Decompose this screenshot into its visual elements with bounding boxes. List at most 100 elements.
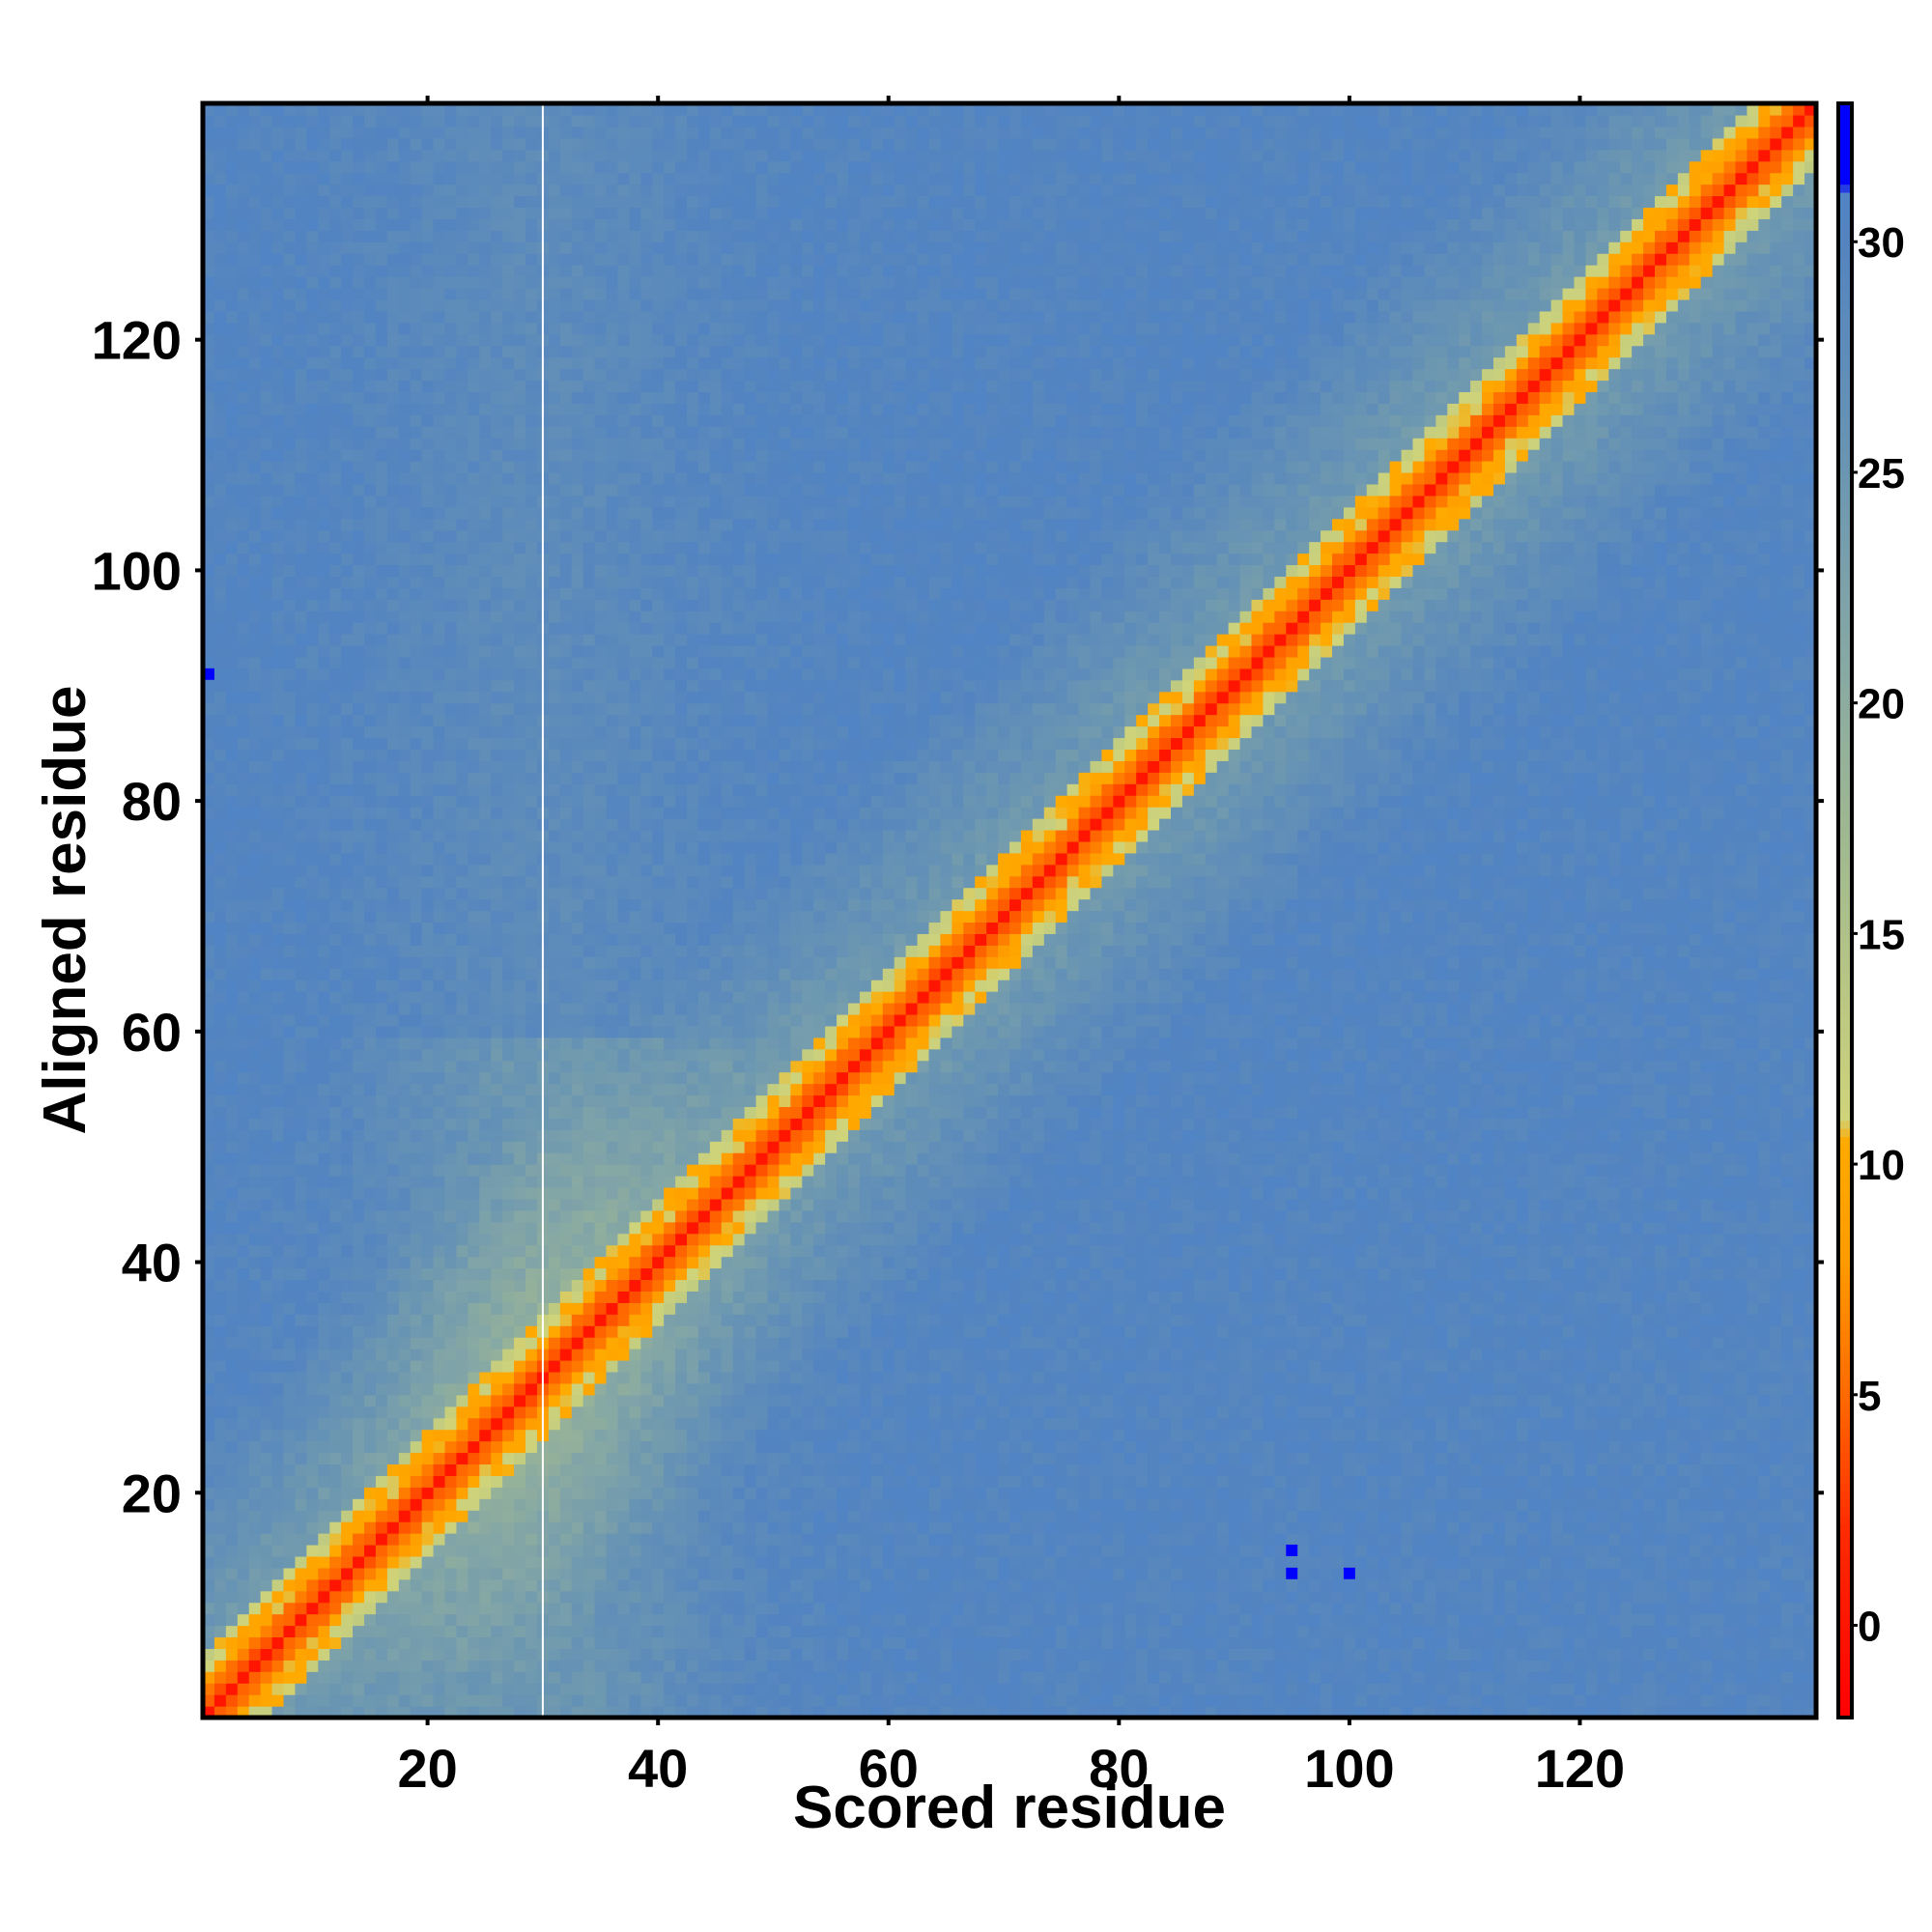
heatmap-cell [1056,1603,1068,1615]
heatmap-cell [837,1556,849,1569]
heatmap-cell [1355,1648,1368,1661]
heatmap-cell [1470,1337,1483,1350]
heatmap-cell [1390,1475,1403,1488]
heatmap-cell [1793,1510,1805,1522]
heatmap-cell [514,1325,526,1338]
heatmap-cell [1424,1325,1436,1338]
heatmap-cell [860,1325,872,1338]
heatmap-cell [1655,1418,1667,1431]
heatmap-cell [353,1545,365,1557]
heatmap-cell [306,1591,319,1604]
heatmap-cell [526,1626,538,1638]
heatmap-cell [1263,1349,1275,1361]
heatmap-cell [1713,1475,1725,1488]
heatmap-cell [1194,1360,1207,1373]
heatmap-cell [1182,1510,1195,1522]
heatmap-cell [353,1314,365,1326]
heatmap-cell [1159,1302,1172,1315]
heatmap-cell [1229,1626,1241,1638]
heatmap-cell [963,1603,976,1615]
heatmap-cell [813,1406,826,1419]
heatmap-cell [813,1671,826,1684]
heatmap-cell [1252,1463,1264,1476]
heatmap-cell [526,1556,538,1569]
heatmap-cell [491,1487,503,1499]
heatmap-cell [272,1372,285,1384]
heatmap-cell [1136,1314,1149,1326]
heatmap-cell [214,1568,227,1580]
heatmap-cell [1079,1430,1092,1442]
heatmap-cell [895,1591,907,1604]
heatmap-cell [860,1349,872,1361]
heatmap-cell [341,1452,354,1464]
heatmap-cell [572,1337,584,1350]
heatmap-cell [364,1660,377,1672]
heatmap-cell [1620,1694,1633,1707]
heatmap-cell [1620,1648,1633,1661]
heatmap-cell [1690,1463,1702,1476]
heatmap-cell [1171,1603,1183,1615]
heatmap-cell [526,1487,538,1499]
heatmap-cell [249,1545,262,1557]
heatmap-cell [284,1614,297,1627]
heatmap-cell [1067,1406,1080,1419]
heatmap-cell [353,1603,365,1615]
heatmap-cell [572,1614,584,1627]
heatmap-cell [1136,1614,1149,1627]
heatmap-cell [1575,1383,1587,1396]
heatmap-cell [825,1636,838,1649]
heatmap-cell [341,1349,354,1361]
heatmap-cell [1597,1683,1609,1695]
heatmap-cell [779,1383,791,1396]
heatmap-cell [1321,1671,1333,1684]
heatmap-cell [560,1430,573,1442]
heatmap-cell [572,1603,584,1615]
heatmap-cell [422,1302,435,1315]
heatmap-cell [1608,1671,1621,1684]
heatmap-cell [1770,1603,1782,1615]
heatmap-cell [1505,1349,1518,1361]
heatmap-cell [1736,1498,1748,1511]
heatmap-cell [284,1533,297,1546]
heatmap-cell [468,1302,480,1315]
heatmap-cell [1033,1626,1045,1638]
heatmap-cell [1229,1498,1241,1511]
heatmap-cell [745,1591,757,1604]
heatmap-cell [491,1395,503,1407]
heatmap-cell [837,1325,849,1338]
heatmap-cell [1159,1498,1172,1511]
heatmap-cell [1575,1463,1587,1476]
heatmap-cell [1113,1545,1125,1557]
heatmap-cell [998,1302,1010,1315]
heatmap-cell [895,1533,907,1546]
heatmap-cell [445,1636,458,1649]
heatmap-cell [617,1591,630,1604]
heatmap-cell [1286,1694,1298,1707]
heatmap-cell [1505,1671,1518,1684]
heatmap-cell [1067,1372,1080,1384]
heatmap-cell [572,1463,584,1476]
heatmap-cell [1033,1591,1045,1604]
heatmap-cell [779,1418,791,1431]
heatmap-cell [318,1430,330,1442]
heatmap-cell [595,1568,608,1580]
heatmap-cell [1608,1556,1621,1569]
heatmap-cell [1447,1510,1460,1522]
heatmap-cell [341,1372,354,1384]
heatmap-cell [353,1487,365,1499]
heatmap-cell [1655,1694,1667,1707]
heatmap-cell [479,1626,492,1638]
heatmap-cell [906,1626,919,1638]
heatmap-cell [1713,1452,1725,1464]
heatmap-cell [1781,1660,1794,1672]
heatmap-cell [906,1591,919,1604]
heatmap-cell [1309,1498,1321,1511]
heatmap-cell [491,1441,503,1454]
heatmap-cell [1747,1383,1759,1396]
heatmap-cell [1321,1683,1333,1695]
heatmap-cell [1643,1671,1656,1684]
heatmap-cell [617,1475,630,1488]
heatmap-cell [376,1452,388,1464]
heatmap-cell [1378,1545,1391,1557]
heatmap-cell [434,1383,446,1396]
